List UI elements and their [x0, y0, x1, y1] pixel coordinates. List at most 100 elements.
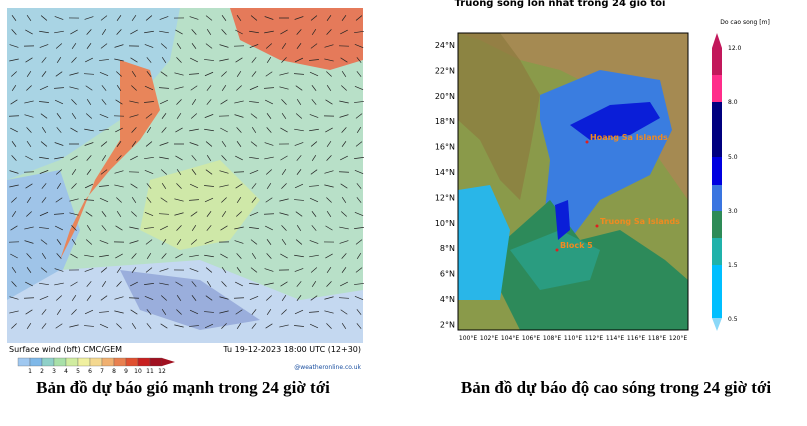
arrow — [55, 295, 63, 301]
arrow — [56, 309, 62, 315]
arrow — [189, 73, 199, 75]
arrow — [11, 15, 17, 21]
arrow — [159, 142, 169, 146]
arrow — [294, 142, 304, 146]
arrow — [264, 268, 274, 272]
arrow — [161, 127, 167, 133]
arrow — [279, 198, 289, 202]
lon-label: 120°E — [669, 335, 687, 342]
scale-arrow — [712, 33, 722, 48]
arrow — [54, 225, 64, 231]
arrow — [25, 281, 33, 287]
arrow — [235, 309, 243, 315]
arrow — [70, 127, 78, 133]
arrow — [56, 113, 62, 119]
arrow — [204, 128, 214, 132]
arrow — [26, 141, 32, 147]
arrow — [41, 57, 47, 63]
arrow — [191, 295, 197, 301]
arrow — [310, 15, 318, 21]
arrow — [160, 71, 168, 77]
map-title: Truong song lon nhat trong 24 gio toi — [455, 0, 666, 9]
scale-swatch — [41, 357, 55, 367]
map-axes: 24°N 22°N 20°N 18°N 16°N 14°N 12°N 10°N 8°N 6°N 4°… — [435, 41, 687, 342]
lon-label: 110°E — [564, 335, 582, 342]
arrow — [265, 323, 273, 329]
arrow — [205, 169, 213, 175]
arrow — [41, 127, 47, 133]
arrow — [234, 240, 244, 244]
arrow — [251, 253, 257, 259]
lat-label: 10°N — [435, 219, 455, 228]
arrow — [130, 29, 138, 35]
arrow — [339, 226, 349, 230]
place-dot — [585, 140, 589, 144]
scale-arrow — [162, 358, 175, 366]
arrow — [160, 169, 168, 175]
arrow — [296, 99, 302, 105]
arrow — [191, 29, 197, 35]
scale-label: 1 — [28, 368, 32, 375]
arrow — [264, 99, 274, 105]
arrow — [251, 57, 257, 63]
scale-label: 5.0 — [728, 154, 738, 161]
arrow — [266, 57, 272, 63]
arrow — [144, 227, 154, 229]
arrow — [294, 57, 304, 63]
arrow — [101, 29, 107, 35]
arrow — [189, 183, 199, 189]
arrow — [114, 296, 124, 300]
arrow — [146, 127, 152, 133]
arrow — [280, 29, 288, 35]
arrow — [266, 309, 272, 315]
arrow — [55, 197, 63, 203]
arrow — [205, 43, 213, 49]
arrow — [116, 71, 122, 77]
arrow — [116, 323, 122, 329]
arrow — [220, 127, 228, 133]
arrow — [221, 85, 227, 91]
sea — [458, 185, 510, 300]
arrow — [174, 86, 184, 90]
arrow — [309, 114, 319, 118]
arrow — [326, 211, 332, 217]
scale-swatch — [29, 357, 43, 367]
arrow — [99, 240, 109, 244]
arrow — [341, 323, 347, 329]
arrow — [294, 254, 304, 258]
arrow — [85, 113, 93, 119]
arrow — [250, 113, 258, 119]
wave-map: Truong song lon nhat trong 24 gio toi 24… — [435, 0, 772, 397]
arrow — [99, 197, 109, 203]
arrow — [189, 142, 199, 146]
arrow — [341, 267, 347, 273]
arrow — [144, 101, 154, 103]
arrow — [309, 323, 319, 329]
arrow — [10, 225, 18, 231]
arrow — [25, 57, 33, 63]
arrow — [341, 71, 347, 77]
arrow — [131, 85, 137, 91]
arrow — [280, 127, 288, 133]
arrow — [341, 15, 347, 21]
arrow — [356, 57, 362, 63]
arrow — [324, 44, 334, 48]
arrow — [281, 57, 287, 63]
arrow — [279, 212, 289, 216]
arrow — [265, 169, 273, 175]
arrow — [326, 85, 332, 91]
arrow — [220, 253, 228, 259]
arrow — [26, 15, 32, 21]
arrow — [131, 127, 137, 133]
arrow — [129, 114, 139, 118]
arrow — [236, 253, 242, 259]
scale-swatch — [712, 185, 722, 211]
footer-text: Surface wind (bft) CMC/GEM — [9, 345, 122, 354]
lat-label: 12°N — [435, 193, 455, 202]
arrow — [26, 71, 32, 77]
arrow — [99, 128, 109, 132]
lat-label: 16°N — [435, 143, 455, 152]
credit: @weatheronline.co.uk — [294, 364, 361, 371]
arrow — [339, 114, 349, 118]
arrow — [249, 101, 259, 103]
